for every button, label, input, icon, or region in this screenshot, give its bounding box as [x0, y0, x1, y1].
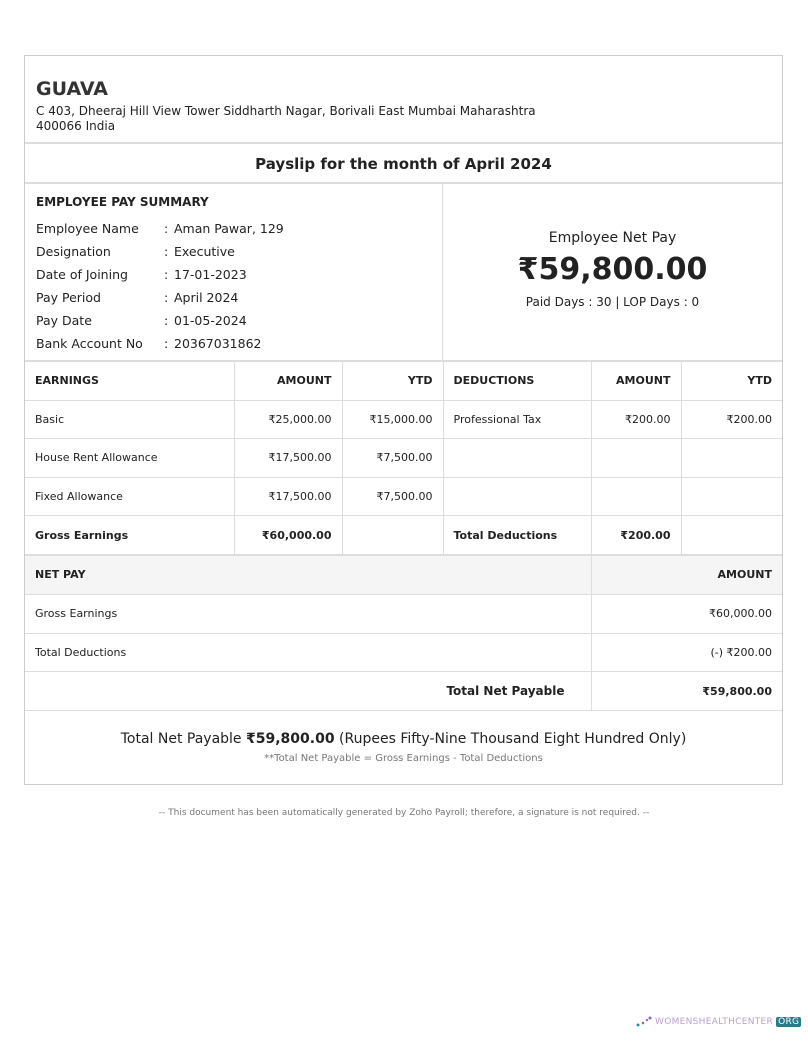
- cell: YTD: [680, 361, 782, 401]
- field-value: 20367031862: [174, 336, 262, 351]
- cell: [590, 476, 682, 517]
- net-payable-footer: Total Net Payable ₹59,800.00 (Rupees Fif…: [25, 711, 782, 764]
- field-value: Executive: [174, 244, 235, 259]
- table-row: Basic ₹25,000.00 ₹15,000.00 Professional Ta…: [25, 399, 782, 440]
- cell: [442, 438, 592, 478]
- cell: ₹15,000.00: [341, 399, 444, 440]
- summary-heading: EMPLOYEE PAY SUMMARY: [36, 195, 209, 209]
- cell: [680, 476, 782, 517]
- company-name: GUAVA: [36, 78, 108, 100]
- cell: Basic: [25, 399, 235, 440]
- summary-field: Pay Period: April 2024: [36, 286, 431, 309]
- table-header: EARNINGS AMOUNT YTD DEDUCTIONS AMOUNT YTD: [25, 361, 782, 401]
- cell: ₹7,500.00: [341, 438, 444, 478]
- cell: [590, 438, 682, 478]
- field-label: Date of Joining: [36, 267, 128, 282]
- cell: ₹25,000.00: [233, 399, 343, 440]
- summary-field: Pay Date:01-05-2024: [36, 309, 431, 332]
- summary-field: Date of Joining:17-01-2023: [36, 263, 431, 286]
- cell: ₹200.00: [590, 399, 682, 440]
- net-row-label: Gross Earnings: [25, 593, 592, 634]
- generated-note: -- This document has been automatically …: [158, 808, 650, 818]
- net-pay-table: NET PAY AMOUNT Gross Earnings ₹60,000.00 T…: [25, 554, 782, 712]
- payslip-title: Payslip for the month of April 2024: [25, 144, 782, 184]
- watermark-suffix: ORG: [776, 1017, 802, 1027]
- amount-header: AMOUNT: [590, 554, 782, 595]
- cell: Gross Earnings: [25, 515, 235, 555]
- cell: [680, 515, 782, 555]
- field-label: Pay Period: [36, 290, 101, 305]
- summary-field: Designation: Executive: [36, 240, 431, 263]
- cell: AMOUNT: [590, 361, 682, 401]
- company-address-2: 400066 India: [36, 119, 116, 133]
- cell: YTD: [341, 361, 444, 401]
- cell: ₹60,000.00: [233, 515, 343, 555]
- footer-words: (Rupees Fifty-Nine Thousand Eight Hundre…: [339, 731, 687, 748]
- net-row-value: (-) ₹200.00: [590, 632, 782, 673]
- total-net-value: ₹59,800.00: [590, 671, 782, 712]
- field-label: Pay Date: [36, 313, 92, 328]
- watermark-logo: WOMENSHEALTHCENTER ORG: [636, 1016, 802, 1028]
- cell: House Rent Allowance: [25, 438, 235, 478]
- net-row-value: ₹60,000.00: [590, 593, 782, 634]
- cell: Professional Tax: [442, 399, 592, 440]
- cell: ₹17,500.00: [233, 438, 343, 478]
- cell: EARNINGS: [25, 361, 235, 401]
- total-net-label: Total Net Payable: [25, 671, 592, 712]
- earnings-deductions-table: EARNINGS AMOUNT YTD DEDUCTIONS AMOUNT YTD Basi…: [25, 361, 782, 555]
- table-row: House Rent Allowance ₹17,500.00 ₹7,500.00: [25, 438, 782, 478]
- paid-days: Paid Days : 30 | LOP Days : 0: [525, 295, 700, 309]
- cell: [442, 476, 592, 517]
- field-value: April 2024: [174, 290, 239, 305]
- footer-prefix: Total Net Payable: [120, 731, 242, 748]
- cell: ₹200.00: [590, 515, 682, 555]
- cell: Total Deductions: [442, 515, 592, 555]
- summary-field: Bank Account No:20367031862: [36, 332, 431, 355]
- pay-summary: EMPLOYEE PAY SUMMARY Employee Name: Aman …: [25, 184, 782, 361]
- net-pay-header: NET PAY: [25, 554, 592, 595]
- field-label: Designation: [36, 244, 111, 259]
- dots-icon: [636, 1016, 652, 1027]
- cell: [680, 438, 782, 478]
- field-value: Aman Pawar, 129: [174, 221, 284, 236]
- field-value: 01-05-2024: [174, 313, 247, 328]
- cell: ₹17,500.00: [233, 476, 343, 517]
- payslip: GUAVA C 403, Dheeraj Hill View Tower Sid…: [24, 55, 783, 785]
- field-value: 17-01-2023: [174, 267, 247, 282]
- company-address-1: C 403, Dheeraj Hill View Tower Siddharth…: [36, 104, 536, 118]
- net-pay-label: Employee Net Pay: [548, 230, 677, 246]
- cell: AMOUNT: [233, 361, 343, 401]
- cell: ₹7,500.00: [341, 476, 444, 517]
- field-label: Employee Name: [36, 221, 139, 236]
- table-row: Fixed Allowance ₹17,500.00 ₹7,500.00: [25, 476, 782, 517]
- cell: DEDUCTIONS: [442, 361, 592, 401]
- net-pay-card: Employee Net Pay ₹59,800.00 Paid Days : …: [443, 184, 782, 360]
- field-label: Bank Account No: [36, 336, 143, 351]
- watermark-text: WOMENSHEALTHCENTER: [655, 1017, 774, 1027]
- totals-row: Gross Earnings ₹60,000.00 Total Deductions…: [25, 515, 782, 555]
- cell: ₹200.00: [680, 399, 782, 440]
- footer-note: **Total Net Payable = Gross Earnings - T…: [264, 753, 543, 765]
- footer-amount: ₹59,800.00: [246, 731, 335, 748]
- cell: [341, 515, 444, 555]
- summary-field: Employee Name: Aman Pawar, 129: [36, 217, 431, 240]
- cell: Fixed Allowance: [25, 476, 235, 517]
- net-pay-value: ₹59,800.00: [517, 252, 708, 287]
- company-header: GUAVA C 403, Dheeraj Hill View Tower Sid…: [25, 56, 782, 144]
- net-row-label: Total Deductions: [25, 632, 592, 673]
